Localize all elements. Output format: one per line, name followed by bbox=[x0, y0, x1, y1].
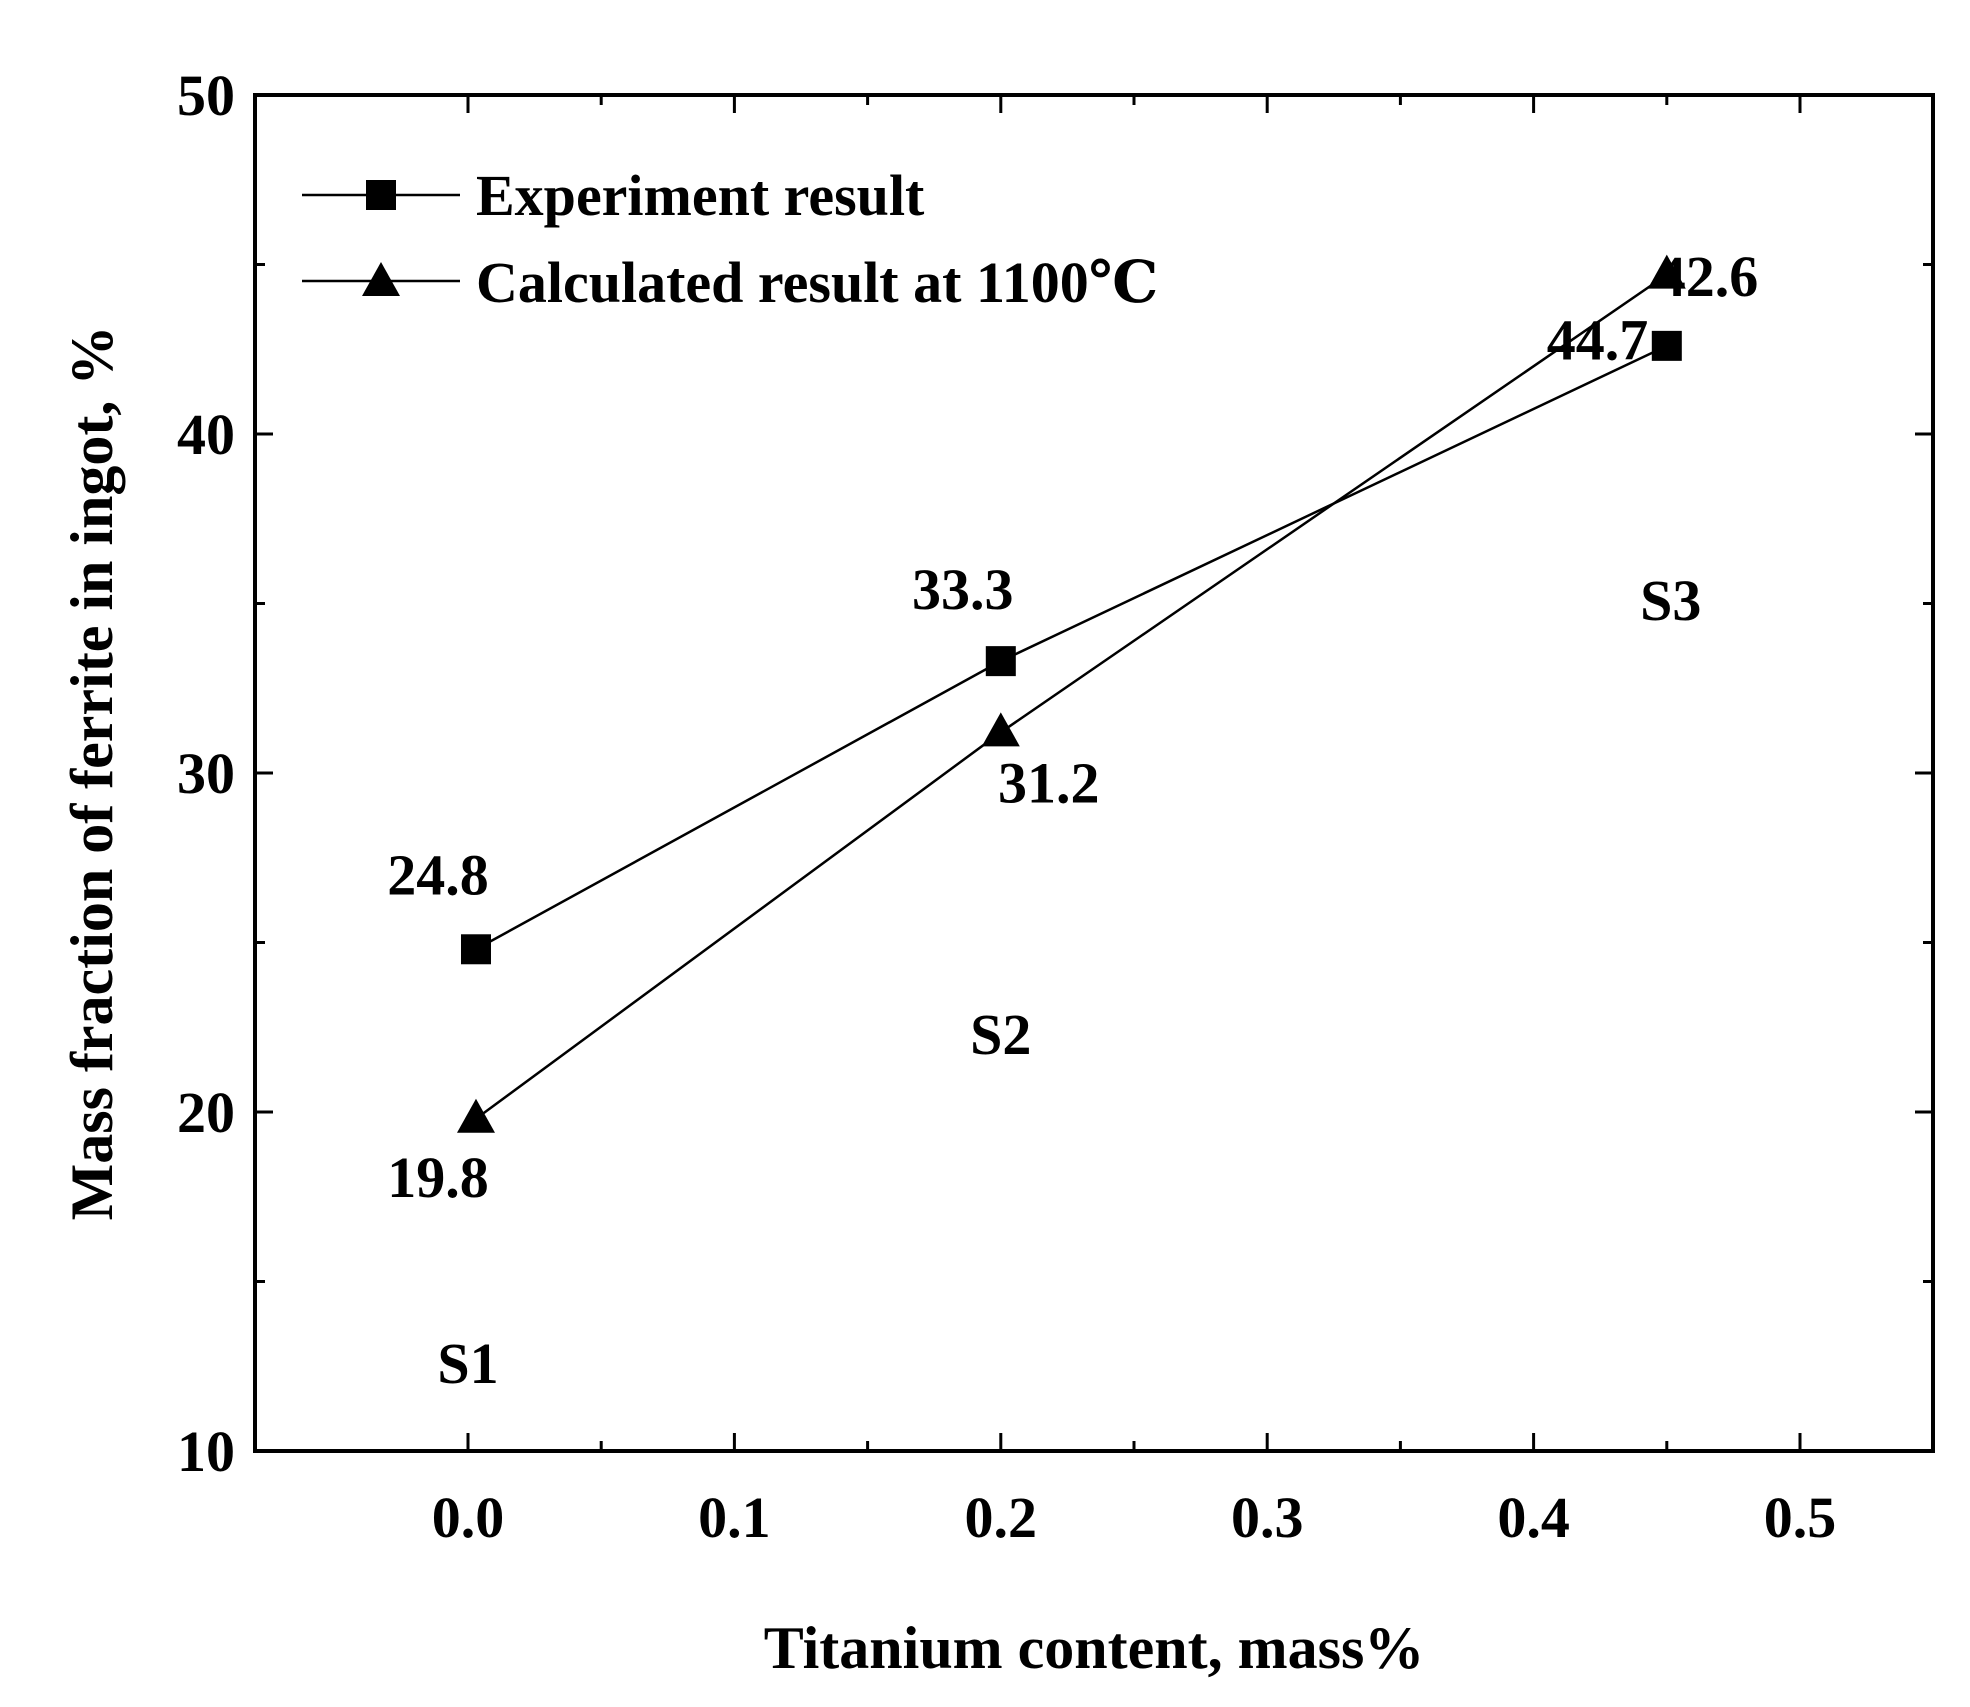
calculated-point-marker bbox=[1647, 254, 1686, 289]
x-tick-label: 0.1 bbox=[698, 1485, 771, 1550]
calculated-point-marker bbox=[981, 712, 1020, 747]
x-tick-label: 0.0 bbox=[432, 1485, 505, 1550]
legend-marker-square bbox=[366, 180, 396, 210]
experiment-point-marker bbox=[985, 646, 1016, 677]
y-tick-label: 30 bbox=[177, 741, 235, 806]
legend-label-experiment: Experiment result bbox=[476, 163, 925, 228]
sample-annotation-s3: S3 bbox=[1640, 568, 1701, 633]
sample-annotation-s1: S1 bbox=[437, 1331, 498, 1396]
markers-layer bbox=[456, 254, 1686, 1133]
data-label: 31.2 bbox=[998, 750, 1100, 815]
series-line-experiment bbox=[475, 344, 1668, 951]
legend-label-calculated: Calculated result at 1100℃ bbox=[476, 250, 1158, 315]
y-tick-label: 10 bbox=[177, 1419, 235, 1484]
data-label: 19.8 bbox=[387, 1145, 489, 1210]
experiment-point-marker bbox=[1651, 330, 1682, 361]
sample-annotation-s2: S2 bbox=[970, 1002, 1031, 1067]
y-tick-label: 20 bbox=[177, 1080, 235, 1145]
y-tick-label: 40 bbox=[177, 402, 235, 467]
x-tick-label: 0.5 bbox=[1764, 1485, 1837, 1550]
calculated-point-marker bbox=[456, 1098, 495, 1133]
data-labels-layer: 24.8 33.3 42.6 19.8 31.2 44.7 S1 S2 S3 bbox=[387, 244, 1758, 1396]
y-tick-label: 50 bbox=[177, 63, 235, 128]
x-axis-label: Titanium content, mass% bbox=[764, 1615, 1425, 1681]
series-line-calculated bbox=[475, 273, 1668, 1120]
x-tick-label: 0.2 bbox=[965, 1485, 1038, 1550]
x-tick-label: 0.4 bbox=[1497, 1485, 1570, 1550]
ticks-layer: 0.0 0.1 0.2 0.3 0.4 0.5 10 20 30 40 50 bbox=[177, 63, 1933, 1550]
data-label: 33.3 bbox=[912, 557, 1014, 622]
x-tick-label: 0.3 bbox=[1231, 1485, 1304, 1550]
series-lines-layer bbox=[475, 273, 1668, 1120]
legend: Experiment result Calculated result at 1… bbox=[302, 163, 1158, 315]
data-label: 42.6 bbox=[1657, 244, 1759, 309]
y-axis-label: Mass fraction of ferrite in ingot, % bbox=[59, 326, 125, 1221]
data-label: 44.7 bbox=[1547, 308, 1649, 373]
experiment-point-marker bbox=[460, 934, 491, 965]
legend-marker-triangle bbox=[362, 262, 400, 296]
data-label: 24.8 bbox=[387, 842, 489, 907]
